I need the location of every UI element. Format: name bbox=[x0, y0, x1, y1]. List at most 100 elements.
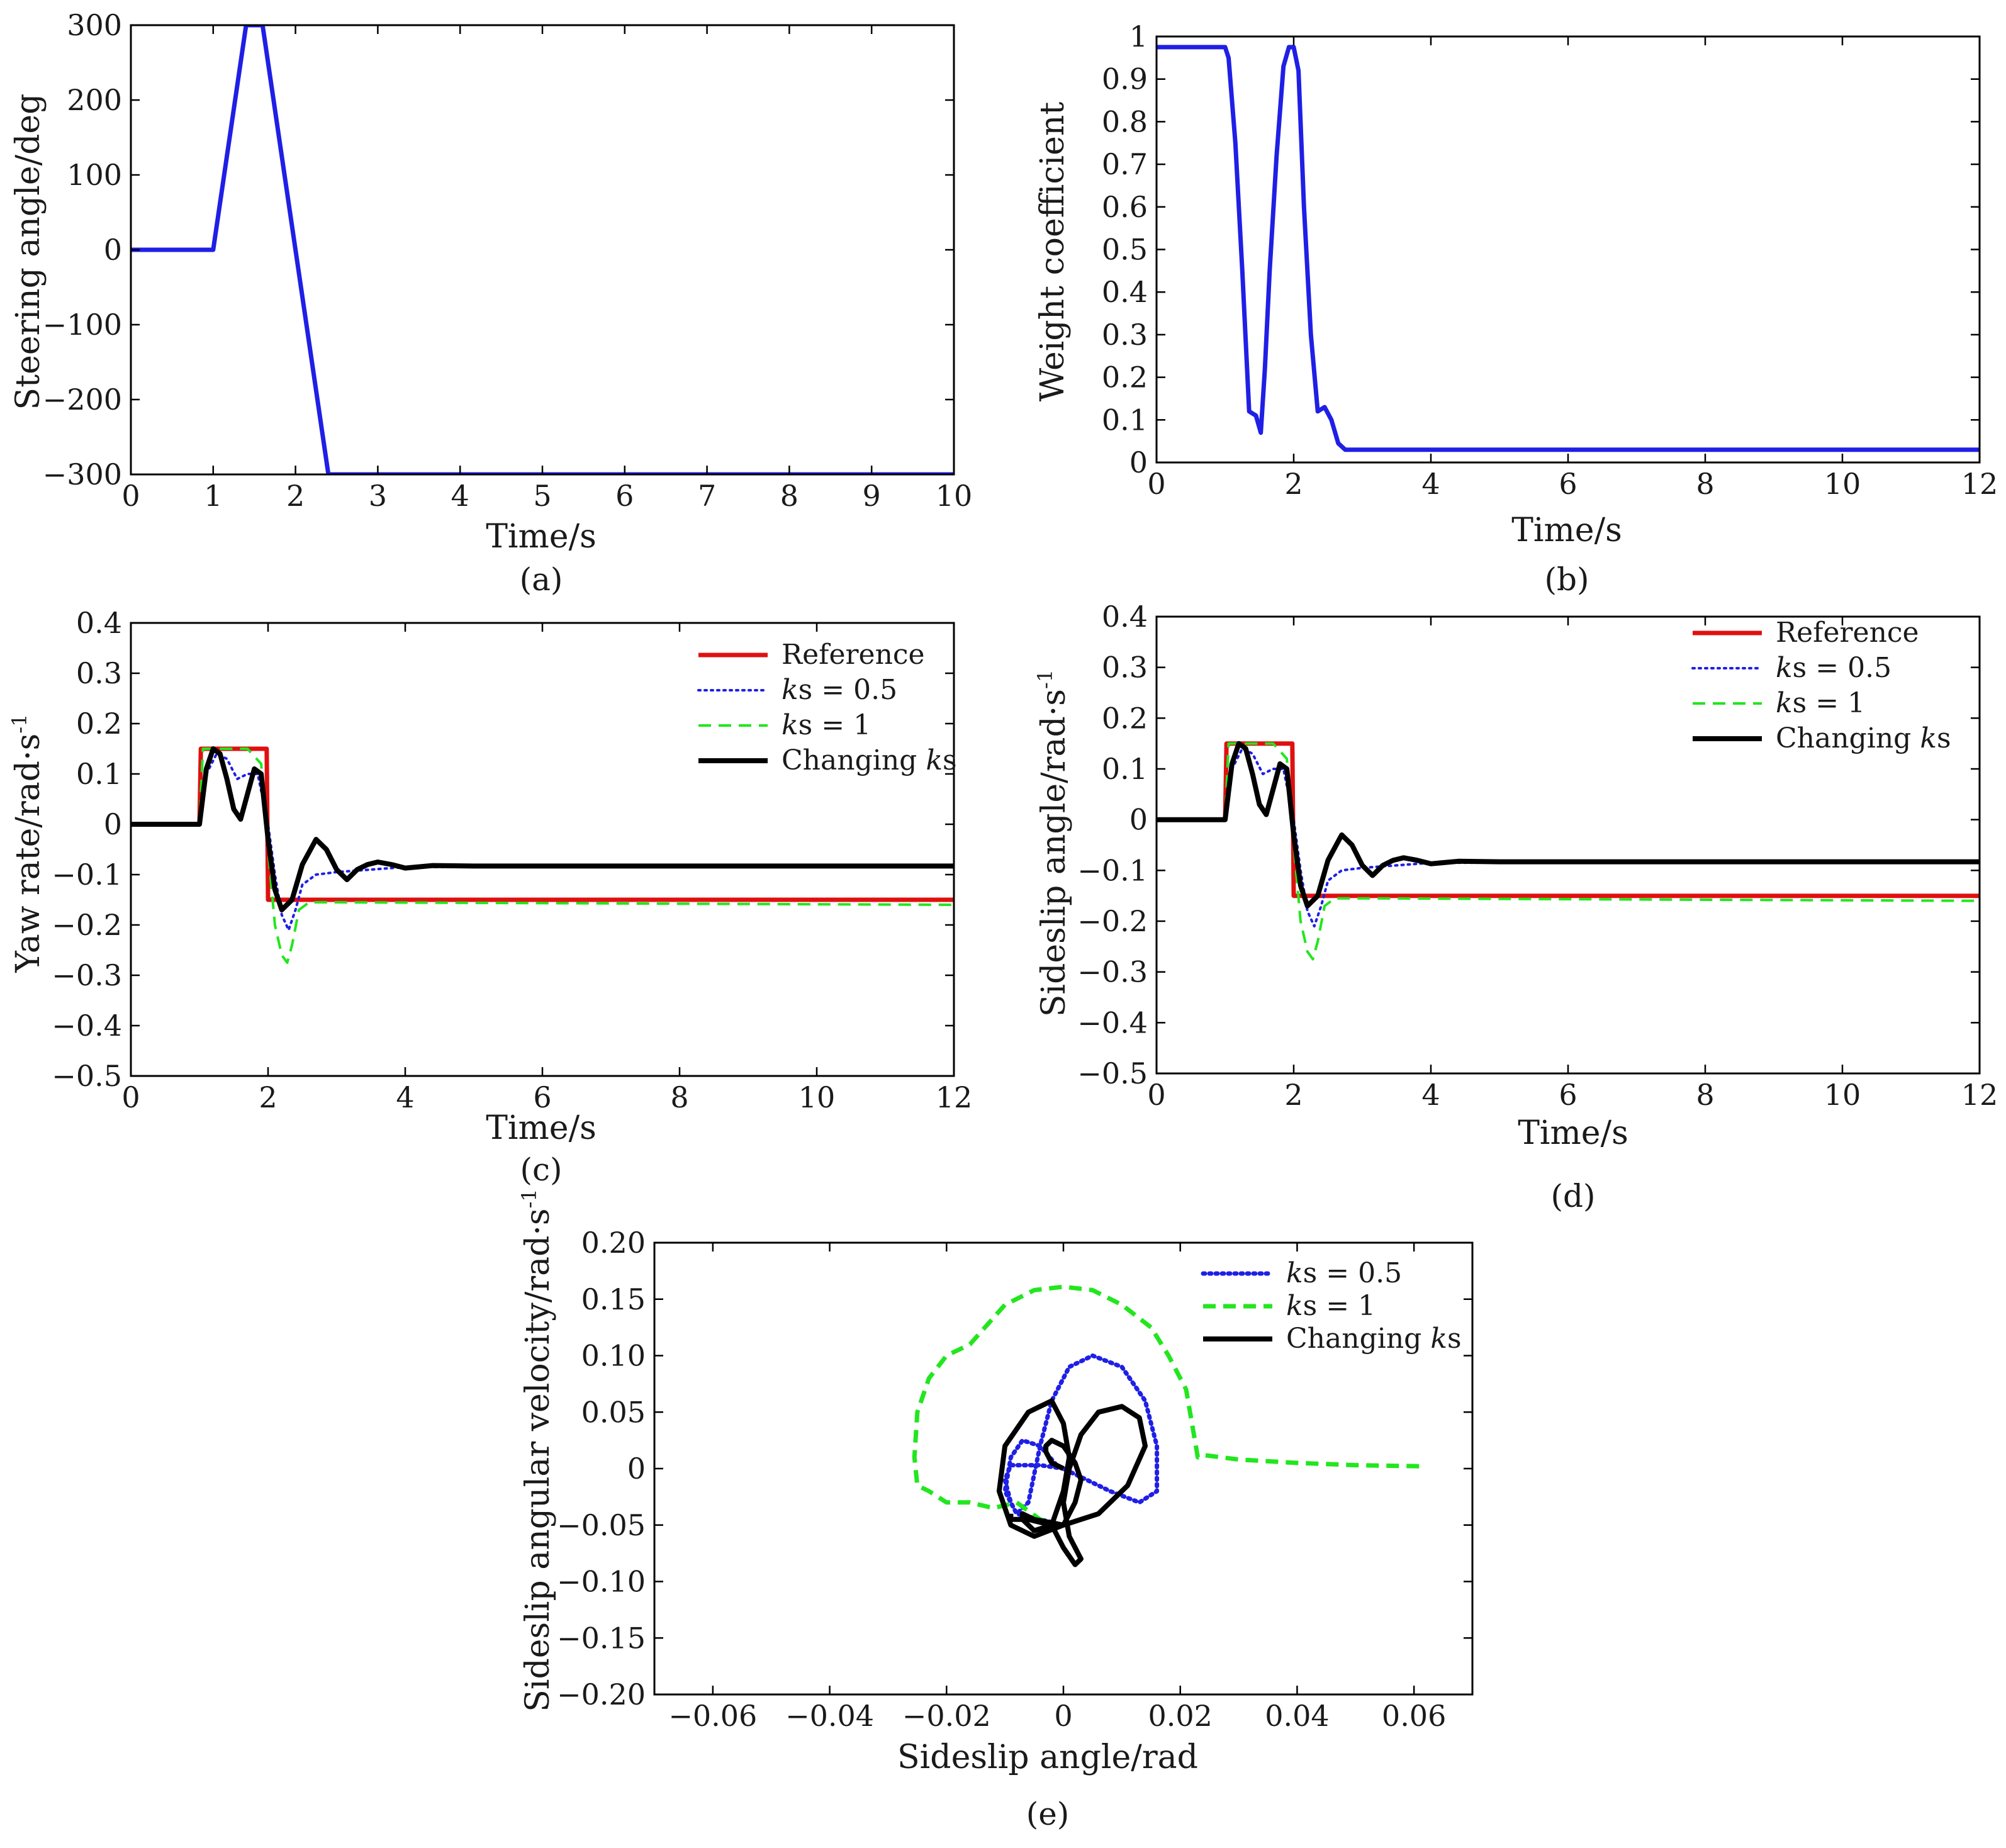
panel-c-ylabel: Yaw rate/rad·s-1 bbox=[8, 714, 47, 973]
panel-c-ytick-label: −0.5 bbox=[52, 1059, 122, 1093]
panel-b-ytick-label: 0.2 bbox=[1102, 361, 1148, 395]
panel-d-label: (d) bbox=[1550, 1178, 1595, 1214]
panel-b-ytick-label: 0.3 bbox=[1102, 318, 1148, 352]
panel-e: Sideslip angle/rad Sideslip angular velo… bbox=[517, 1189, 1474, 1832]
panel-e-ylabel-main: Sideslip angular velocity/rad·s bbox=[519, 1208, 557, 1711]
panel-a-ytick-label: 300 bbox=[67, 8, 122, 42]
panel-e-xtick-label: 0.04 bbox=[1265, 1699, 1329, 1733]
panel-d-xtick-label: 10 bbox=[1824, 1078, 1861, 1112]
panel-d-ytick-label: 0.2 bbox=[1102, 701, 1148, 735]
panel-e-ytick-label: −0.15 bbox=[557, 1621, 646, 1655]
panel-d-legend-label: Changing ks bbox=[1776, 722, 1951, 754]
panel-d: Time/s Sideslip angle/rad·s-1 (d) 0 2 4 6 8 1… bbox=[1033, 600, 1998, 1214]
panel-e-ylabel-sup: -1 bbox=[517, 1189, 541, 1208]
panel-d-legend-label: Reference bbox=[1776, 617, 1919, 649]
panel-a-xtick-label: 8 bbox=[780, 479, 798, 513]
panel-d-ytick-label: 0.1 bbox=[1102, 752, 1148, 786]
panel-d-ylabel-sup: -1 bbox=[1033, 669, 1057, 689]
panel-c-ytick-label: −0.2 bbox=[52, 908, 122, 942]
panel-d-ylabel-main: Sideslip angle/rad·s bbox=[1035, 689, 1073, 1017]
panel-e-series-ks-1 bbox=[912, 1284, 1426, 1528]
panel-c-ytick-label: −0.4 bbox=[52, 1009, 122, 1043]
panel-a-xtick-label: 0 bbox=[121, 479, 140, 513]
panel-b-series-weight-coefficient bbox=[1157, 45, 1980, 452]
panel-e-ytick-label: 0 bbox=[627, 1452, 646, 1486]
panel-b-ytick-label: 0.6 bbox=[1102, 190, 1148, 224]
panel-c-ytick-label: 0 bbox=[104, 807, 122, 841]
panel-d-series-changing-ks bbox=[1157, 741, 1980, 909]
panel-a-xlabel: Time/s bbox=[486, 518, 597, 556]
panel-d-legend-label: ks = 0.5 bbox=[1776, 652, 1891, 684]
panel-a-ylabel: Steering angle/deg bbox=[9, 94, 47, 410]
panel-b-xtick-label: 6 bbox=[1559, 467, 1577, 501]
panel-e-ytick-label: 0.20 bbox=[581, 1226, 646, 1260]
panel-c: Time/s Yaw rate/rad·s-1 (c) 0 2 4 6 8 10 12 −0.… bbox=[8, 606, 972, 1188]
panel-d-xlabel: Time/s bbox=[1518, 1114, 1628, 1152]
panel-d-ytick-label: 0.4 bbox=[1102, 600, 1148, 634]
panel-c-ytick-label: 0.1 bbox=[76, 757, 122, 791]
panel-c-xlabel: Time/s bbox=[486, 1109, 597, 1147]
panel-e-legend-label: ks = 1 bbox=[1286, 1290, 1376, 1322]
panel-e-series-changing-ks bbox=[996, 1398, 1148, 1567]
panel-d-xtick-label: 8 bbox=[1696, 1078, 1714, 1112]
panel-c-xtick-label: 12 bbox=[936, 1080, 973, 1114]
panel-c-xtick-label: 2 bbox=[259, 1080, 277, 1114]
panel-c-legend-label: ks = 1 bbox=[782, 709, 871, 741]
panel-a: Time/s Steering angle/deg (a) 0 1 2 3 4 5 6 7 8 9… bbox=[9, 8, 972, 598]
panel-a-xtick-label: 6 bbox=[615, 479, 634, 513]
panel-b-xtick-label: 4 bbox=[1421, 467, 1440, 501]
panel-c-legend-label: Reference bbox=[782, 639, 925, 671]
panel-c-ylabel-main: Yaw rate/rad·s bbox=[9, 734, 47, 973]
panel-a-xtick-label: 9 bbox=[863, 479, 881, 513]
panel-a-xtick-label: 1 bbox=[204, 479, 222, 513]
panel-e-ylabel: Sideslip angular velocity/rad·s-1 bbox=[517, 1189, 557, 1712]
panel-d-ytick-label: −0.1 bbox=[1077, 853, 1148, 887]
panel-c-series-changing-ks bbox=[131, 746, 954, 912]
panel-c-label: (c) bbox=[520, 1151, 562, 1188]
panel-b-ytick-label: 0.7 bbox=[1102, 147, 1148, 181]
panel-b-xtick-label: 2 bbox=[1284, 467, 1303, 501]
panel-b-label: (b) bbox=[1544, 561, 1589, 598]
panel-d-xtick-label: 4 bbox=[1421, 1078, 1440, 1112]
panel-d-ytick-label: 0 bbox=[1129, 803, 1148, 837]
panel-d-xtick-label: 12 bbox=[1961, 1078, 1998, 1112]
panel-a-label: (a) bbox=[520, 561, 563, 598]
panel-d-ytick-label: −0.2 bbox=[1077, 904, 1148, 938]
panel-a-ytick-label: −300 bbox=[43, 457, 122, 491]
panel-b-ytick-label: 0 bbox=[1129, 445, 1148, 479]
panel-a-ytick-label: 100 bbox=[67, 158, 122, 192]
panel-d-legend-label: ks = 1 bbox=[1776, 687, 1865, 719]
panel-e-xlabel: Sideslip angle/rad bbox=[897, 1739, 1198, 1776]
panel-e-ytick-label: 0.05 bbox=[581, 1395, 646, 1429]
panel-c-legend-label: Changing ks bbox=[782, 744, 957, 776]
panel-c-xtick-label: 0 bbox=[121, 1080, 140, 1114]
panel-e-legend-label: Changing ks bbox=[1286, 1323, 1462, 1355]
panel-c-xtick-label: 10 bbox=[798, 1080, 836, 1114]
panel-b-xtick-label: 0 bbox=[1147, 467, 1165, 501]
panel-c-xtick-label: 6 bbox=[533, 1080, 551, 1114]
panel-a-ytick-label: −200 bbox=[43, 383, 122, 417]
panel-d-ytick-label: −0.3 bbox=[1077, 955, 1148, 989]
panel-e-series-ks-0-5 bbox=[1002, 1353, 1160, 1528]
panel-e-xtick-label: −0.06 bbox=[668, 1699, 757, 1733]
panel-b-xlabel: Time/s bbox=[1511, 512, 1622, 549]
panel-d-ylabel: Sideslip angle/rad·s-1 bbox=[1033, 669, 1073, 1017]
panel-a-xtick-label: 2 bbox=[286, 479, 305, 513]
panel-a-ytick-label: −100 bbox=[43, 308, 122, 342]
panel-e-xtick-label: 0.02 bbox=[1148, 1699, 1213, 1733]
panel-a-series-steering-angle bbox=[131, 25, 954, 474]
panel-e-xtick-label: −0.02 bbox=[902, 1699, 991, 1733]
panel-d-xtick-label: 6 bbox=[1559, 1078, 1577, 1112]
panel-a-xtick-label: 7 bbox=[698, 479, 716, 513]
panel-b-ytick-label: 0.5 bbox=[1102, 233, 1148, 267]
panel-b-ytick-label: 1 bbox=[1129, 20, 1148, 53]
panel-c-legend-label: ks = 0.5 bbox=[782, 674, 897, 706]
panel-a-xtick-label: 3 bbox=[369, 479, 387, 513]
panel-a-xtick-label: 5 bbox=[533, 479, 551, 513]
panel-e-xtick-label: −0.04 bbox=[785, 1699, 874, 1733]
panel-c-ytick-label: −0.1 bbox=[52, 858, 122, 892]
